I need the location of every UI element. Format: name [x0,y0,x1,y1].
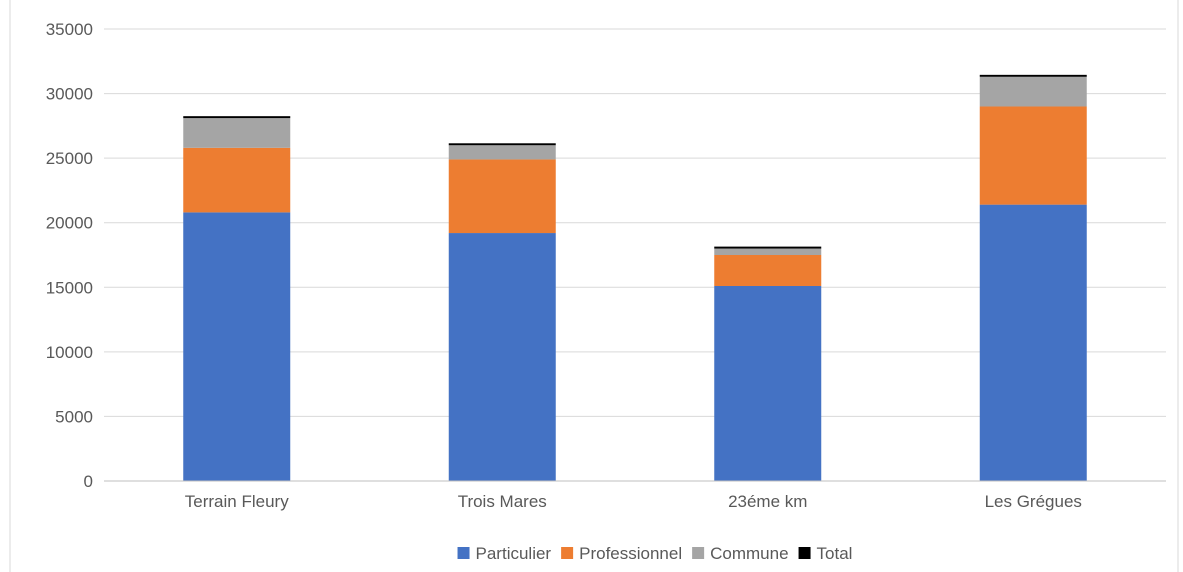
bar-23eme-km-commune [714,248,822,255]
y-tick-label-20000: 20000 [46,214,93,233]
x-axis-category-labels: Terrain Fleury Trois Mares 23éme km Les Gré… [185,492,1082,511]
x-category-label-terrain-fleury: Terrain Fleury [185,492,289,511]
legend-item-commune: Commune [692,544,789,563]
y-tick-label-0: 0 [84,472,93,491]
bar-trois-mares-total [448,143,556,146]
bars [183,74,1087,482]
bar-les-gregues-particulier [979,204,1087,482]
y-tick-label-25000: 25000 [46,149,93,168]
bar-terrain-fleury-particulier [183,212,291,481]
bar-les-gregues-professionnel [979,106,1087,205]
x-category-label-23eme-km: 23éme km [728,492,807,511]
legend-item-particulier: Particulier [457,544,552,563]
bar-les-gregues-total [979,74,1087,77]
y-tick-label-10000: 10000 [46,343,93,362]
legend-label-total: Total [817,544,853,563]
legend-label-particulier: Particulier [476,544,552,563]
bar-23eme-km-total [714,246,822,249]
bar-23eme-km-particulier [714,285,822,481]
legend-label-commune: Commune [710,544,788,563]
x-category-label-les-gregues: Les Grégues [985,492,1082,511]
y-tick-label-15000: 15000 [46,278,93,297]
bar-trois-mares-professionnel [448,159,556,234]
legend-label-professionnel: Professionnel [579,544,682,563]
y-tick-label-5000: 5000 [55,407,93,426]
bar-trois-mares-commune [448,145,556,160]
y-tick-label-35000: 35000 [46,20,93,39]
bar-terrain-fleury-commune [183,118,291,148]
legend-item-total: Total [798,544,853,563]
legend-swatch-commune [692,547,705,559]
bar-terrain-fleury-professionnel [183,147,291,213]
bar-23eme-km-professionnel [714,255,822,286]
legend-swatch-total [798,547,811,559]
y-axis-tick-labels: 0 5000 10000 15000 20000 25000 30000 35000 [46,20,93,491]
bar-trois-mares-particulier [448,233,556,481]
legend: Particulier Professionnel Commune Total [457,544,853,563]
bar-terrain-fleury-total [183,116,291,119]
legend-swatch-particulier [457,547,470,559]
chart-frame [9,0,1179,572]
bar-les-gregues-commune [979,76,1087,107]
y-tick-label-30000: 30000 [46,85,93,104]
legend-item-professionnel: Professionnel [561,544,682,563]
x-category-label-trois-mares: Trois Mares [458,492,547,511]
legend-swatch-professionnel [561,547,574,559]
